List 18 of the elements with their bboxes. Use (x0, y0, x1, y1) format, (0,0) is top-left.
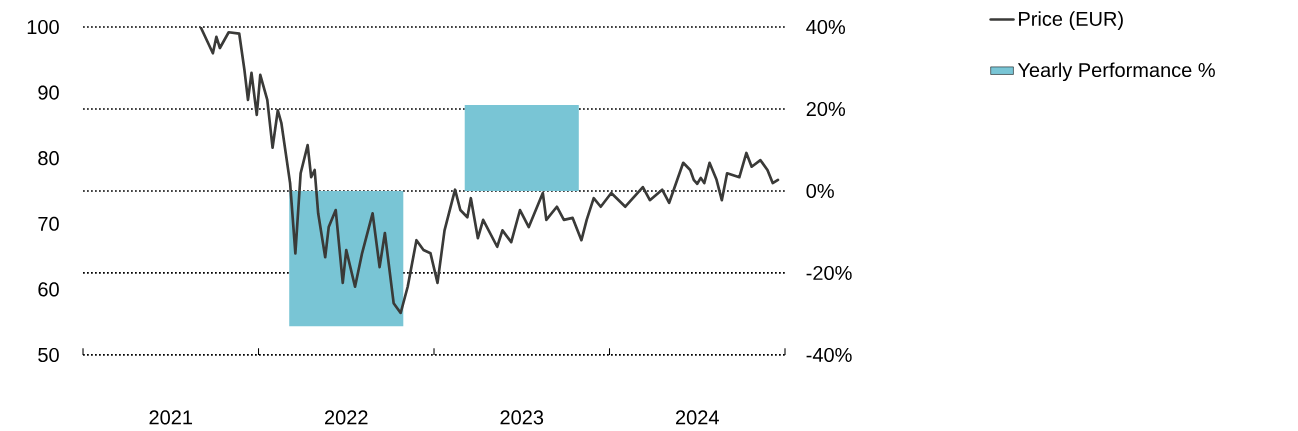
legend-label: Price (EUR) (1019, 11, 1123, 30)
legend-label: Yearly Performance % (1017, 62, 1215, 82)
y-tick-label: 100 (27, 19, 59, 35)
y-tick-label: 50 (38, 347, 59, 363)
x-tick-label: 2021 (149, 410, 193, 425)
y-tick-label: 60 (38, 282, 59, 297)
y-tick-label: 70 (38, 216, 59, 231)
y-tick-label: 90 (38, 85, 59, 100)
y2-tick-label: 20% (806, 101, 846, 117)
y-tick-label: 80 (38, 151, 59, 166)
x-tick-label: 2023 (500, 410, 544, 425)
x-tick-label: 2024 (676, 410, 719, 425)
y2-tick-label: 0% (806, 183, 834, 199)
y2-tick-label: -40% (806, 347, 852, 363)
line-series (199, 27, 780, 315)
y2-tick-label: -20% (806, 265, 852, 281)
y2-tick-label: 40% (806, 19, 846, 35)
x-tick-label: 2022 (325, 410, 368, 425)
